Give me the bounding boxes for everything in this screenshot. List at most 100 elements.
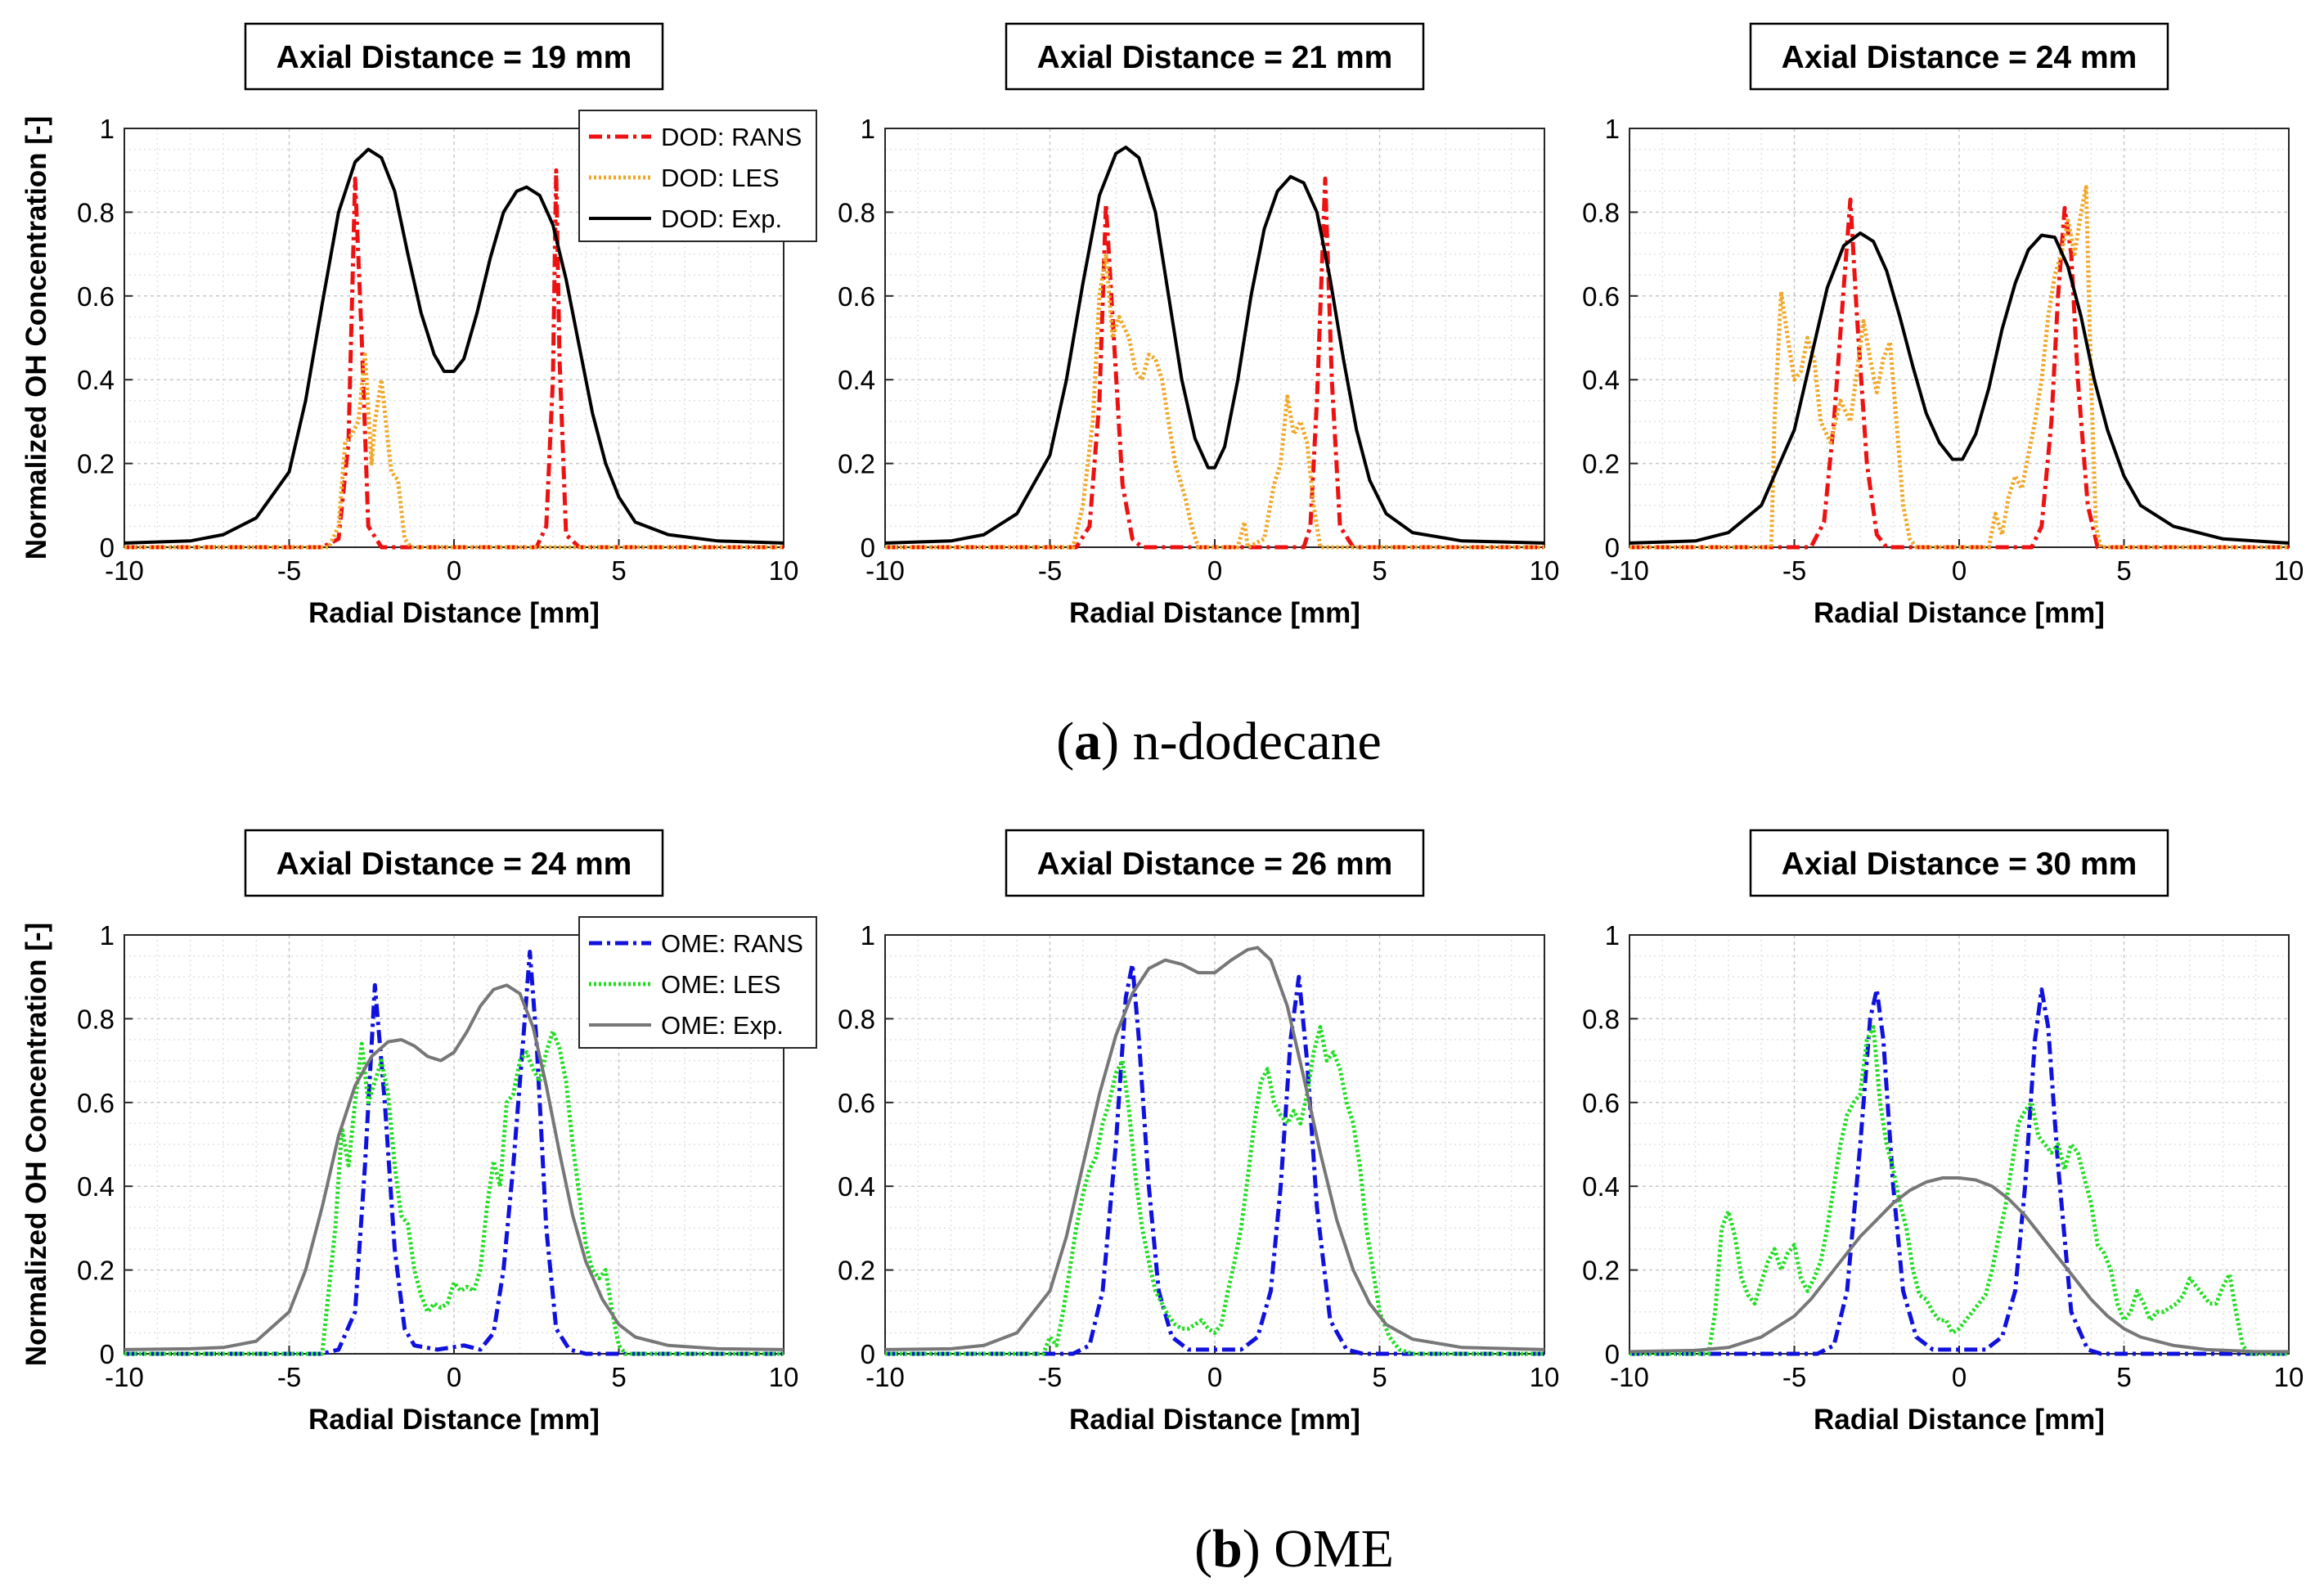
chart-panel-5: -10 -5 0 5 10 0 0.2 0.4 0.6 0.8 1 Radial Distance [… bbox=[838, 829, 1560, 1436]
y-tick-label: 0.6 bbox=[1582, 1088, 1620, 1118]
series-line-ome-exp bbox=[884, 946, 1545, 1351]
x-tick-label: 0 bbox=[1207, 555, 1222, 586]
x-tick-label: 5 bbox=[611, 555, 626, 586]
y-tick-label: 0.6 bbox=[77, 281, 115, 312]
chart-panel-6: -10 -5 0 5 10 0 0.2 0.4 0.6 0.8 1 Radial Distance [… bbox=[1582, 829, 2304, 1436]
x-tick-label: 5 bbox=[1372, 555, 1387, 586]
series-line-ome-les bbox=[124, 1029, 784, 1356]
legend-label: DOD: Exp. bbox=[661, 204, 782, 233]
y-tick-label: 0.8 bbox=[1582, 197, 1620, 227]
x-tick-label: -10 bbox=[1610, 555, 1649, 586]
y-tick-label: 0.6 bbox=[77, 1088, 115, 1118]
series-line-dod-exp bbox=[884, 146, 1545, 545]
panel-title: Axial Distance = 21 mm bbox=[1037, 40, 1393, 75]
legend-label: OME: RANS bbox=[661, 929, 803, 958]
series-line-dod-rans bbox=[1629, 197, 2289, 550]
y-tick-label: 0 bbox=[100, 533, 115, 563]
x-tick-label: 0 bbox=[1952, 1362, 1967, 1392]
series-line-ome-les bbox=[885, 1025, 1544, 1356]
panel-title-box bbox=[1749, 829, 2169, 897]
y-tick-label: 0.2 bbox=[1582, 1256, 1620, 1286]
y-tick-label: 0.8 bbox=[77, 1004, 115, 1034]
x-tick-label: -5 bbox=[277, 1362, 301, 1392]
series-line-ome-les bbox=[1629, 1025, 2289, 1356]
y-tick-label: 1 bbox=[861, 114, 875, 144]
y-tick-label: 1 bbox=[100, 114, 115, 144]
y-tick-label: 1 bbox=[1605, 920, 1620, 951]
y-tick-label: 0.8 bbox=[77, 197, 115, 227]
series-line-ome-exp bbox=[1629, 1176, 2289, 1354]
x-tick-label: -5 bbox=[1782, 1362, 1806, 1392]
x-axis-label: Radial Distance [mm] bbox=[308, 597, 600, 629]
y-tick-label: 0.6 bbox=[1582, 281, 1620, 312]
series-line-ome-rans bbox=[1629, 987, 2289, 1356]
y-tick-label: 0.8 bbox=[1582, 1004, 1620, 1034]
x-axis-label: Radial Distance [mm] bbox=[1069, 597, 1360, 629]
legend: OME: RANS OME: LES OME: Exp. bbox=[578, 916, 817, 1049]
y-tick-label: 0 bbox=[861, 1339, 875, 1369]
x-tick-label: 5 bbox=[1372, 1362, 1387, 1392]
y-tick-label: 0 bbox=[1605, 533, 1620, 563]
series-line-dod-les bbox=[885, 252, 1544, 550]
x-axis-label: Radial Distance [mm] bbox=[1814, 597, 2105, 629]
x-tick-label: 10 bbox=[2274, 555, 2304, 586]
y-tick-label: 0.8 bbox=[838, 1004, 875, 1034]
x-tick-label: 10 bbox=[769, 555, 799, 586]
x-tick-label: 10 bbox=[769, 1362, 799, 1392]
y-tick-label: 1 bbox=[100, 920, 115, 951]
x-tick-label: -5 bbox=[1038, 1362, 1062, 1392]
x-tick-label: -10 bbox=[105, 1362, 144, 1392]
y-tick-label: 0.6 bbox=[838, 281, 875, 312]
x-tick-label: 0 bbox=[447, 555, 461, 586]
x-tick-label: 10 bbox=[2274, 1362, 2304, 1392]
x-tick-label: 10 bbox=[1530, 555, 1560, 586]
panel-title: Axial Distance = 24 mm bbox=[1782, 40, 2137, 75]
panel-title: Axial Distance = 26 mm bbox=[1037, 847, 1393, 882]
y-tick-label: 0.8 bbox=[838, 197, 875, 227]
chart-panel-3: -10 -5 0 5 10 0 0.2 0.4 0.6 0.8 1 Radial Distance [… bbox=[1582, 22, 2304, 629]
panel-title-box bbox=[1749, 22, 2169, 91]
panel-title: Axial Distance = 19 mm bbox=[276, 40, 632, 75]
x-tick-label: 0 bbox=[1207, 1362, 1222, 1392]
x-tick-label: -10 bbox=[105, 555, 144, 586]
y-tick-label: 0 bbox=[861, 533, 875, 563]
y-axis-label: Normalized OH Concentration [-] bbox=[20, 923, 52, 1367]
legend-label: DOD: LES bbox=[661, 164, 780, 192]
series-line-dod-rans bbox=[124, 168, 784, 550]
y-tick-label: 0 bbox=[1605, 1339, 1620, 1369]
x-tick-label: -10 bbox=[865, 1362, 905, 1392]
x-tick-label: -10 bbox=[1610, 1362, 1649, 1392]
legend: DOD: RANS DOD: LES DOD: Exp. bbox=[578, 110, 817, 242]
x-axis-label: Radial Distance [mm] bbox=[1814, 1404, 2105, 1436]
y-tick-label: 0.4 bbox=[1582, 365, 1620, 395]
caption-a: (a) n-dodecane bbox=[1056, 712, 1382, 771]
series-line-ome-rans bbox=[124, 950, 784, 1356]
y-tick-label: 0.2 bbox=[838, 1256, 875, 1286]
x-tick-label: 0 bbox=[1952, 555, 1967, 586]
y-tick-label: 0.4 bbox=[77, 1171, 115, 1202]
chart-panel-4: -10 -5 0 5 10 0 0.2 0.4 0.6 0.8 1 Radial Distance [… bbox=[20, 829, 817, 1436]
legend-label: DOD: RANS bbox=[661, 123, 802, 151]
x-tick-label: 5 bbox=[2116, 555, 2131, 586]
x-tick-label: 5 bbox=[611, 1362, 626, 1392]
x-tick-label: 10 bbox=[1530, 1362, 1560, 1392]
legend-label: OME: Exp. bbox=[661, 1011, 784, 1040]
x-tick-label: 5 bbox=[2116, 1362, 2131, 1392]
series-line-dod-les bbox=[1629, 185, 2289, 550]
y-tick-label: 0.4 bbox=[838, 365, 875, 395]
x-tick-label: 0 bbox=[447, 1362, 461, 1392]
panel-title-box bbox=[1005, 829, 1425, 897]
y-tick-label: 0.2 bbox=[838, 449, 875, 479]
y-tick-label: 0.4 bbox=[77, 365, 115, 395]
panel-title-box bbox=[1005, 22, 1425, 91]
x-tick-label: -5 bbox=[277, 555, 301, 586]
chart-panel-1: -10 -5 0 5 10 0 0.2 0.4 0.6 0.8 1 Radial Distance [… bbox=[20, 22, 817, 629]
x-tick-label: -10 bbox=[865, 555, 905, 586]
panel-title: Axial Distance = 30 mm bbox=[1782, 847, 2137, 882]
x-tick-label: -5 bbox=[1782, 555, 1806, 586]
series-line-dod-exp bbox=[1629, 231, 2290, 545]
series-line-dod-exp bbox=[124, 147, 784, 545]
y-tick-label: 1 bbox=[1605, 114, 1620, 144]
